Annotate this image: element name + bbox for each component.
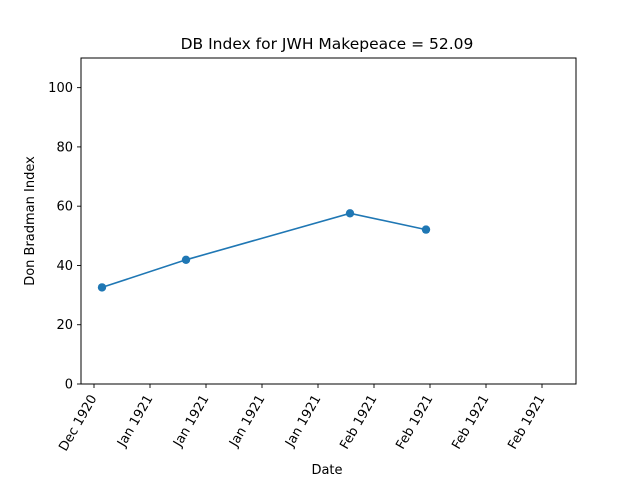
data-point bbox=[97, 283, 107, 292]
y-tick-label: 60 bbox=[56, 200, 73, 215]
data-point bbox=[345, 209, 355, 218]
plot-frame bbox=[80, 57, 577, 385]
data-point bbox=[421, 225, 431, 234]
y-tick-label: 100 bbox=[48, 81, 73, 96]
chart-title: DB Index for JWH Makepeace = 52.09 bbox=[181, 35, 474, 53]
y-axis-title: Don Bradman Index bbox=[23, 156, 38, 286]
series-line bbox=[101, 212, 427, 289]
y-tick-label: 0 bbox=[65, 378, 73, 393]
data-point bbox=[181, 255, 191, 264]
y-tick-label: 40 bbox=[56, 259, 73, 274]
y-tick-label: 20 bbox=[56, 318, 73, 333]
x-axis-title: Date bbox=[311, 463, 342, 478]
y-tick-label: 80 bbox=[56, 140, 73, 155]
